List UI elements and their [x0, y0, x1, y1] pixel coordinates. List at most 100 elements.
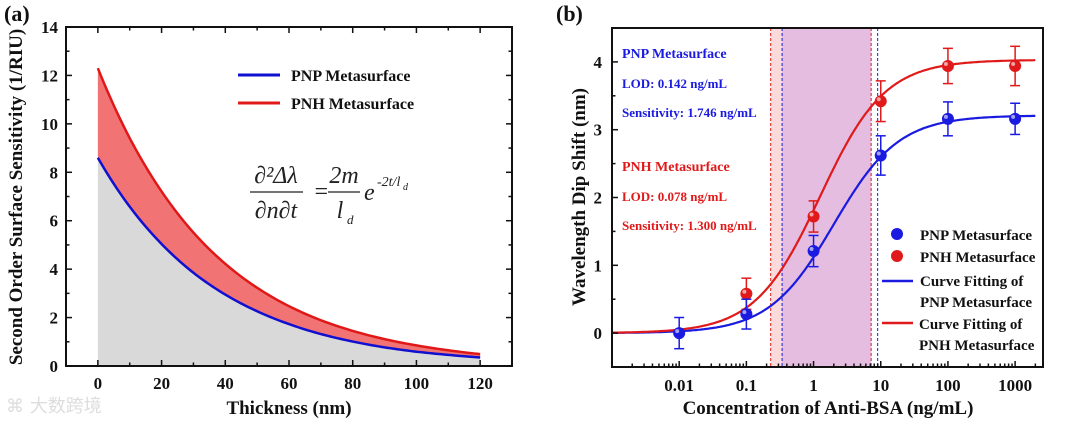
legend-label-pnp: PNP Metasurface	[291, 68, 411, 85]
annotation-pnh-lod: LOD: 0.078 ng/mL	[622, 189, 727, 204]
annotation-pnp: PNP Metasurface LOD: 0.142 ng/mL Sensiti…	[622, 47, 757, 120]
marker	[807, 210, 820, 223]
panel-b: (b) 0.01 0.1 1 10 100 1000 0 1 2 3 4 Concentration…	[556, 1, 1044, 419]
data-point-pnh	[807, 200, 820, 233]
y-tick-label-b: 0	[594, 324, 603, 343]
watermark-logo: ⌘ 大数跨境	[6, 396, 102, 417]
area-under-pnp	[97, 157, 481, 366]
marker-highlight	[742, 289, 747, 294]
marker-highlight	[675, 329, 680, 334]
x-tick-label-b: 10	[872, 376, 889, 395]
eq-exp-base: e	[364, 180, 375, 206]
eq-exponent: -2t/l	[377, 175, 400, 190]
annotation-pnh-title: PNH Metasurface	[622, 160, 730, 175]
annotation-pnp-title: PNP Metasurface	[622, 47, 727, 62]
data-point-pnh	[1009, 45, 1022, 87]
panel-b-label: (b)	[556, 1, 583, 26]
marker-highlight	[943, 61, 948, 66]
x-tick-label-a: 20	[153, 374, 170, 393]
y-tick-label-a: 10	[41, 115, 58, 134]
marker	[874, 95, 887, 108]
legend-label-pnh-fit-2: PNH Metasurface	[919, 338, 1035, 354]
data-point-pnp	[874, 135, 887, 176]
data-point-pnp	[740, 298, 753, 330]
eq-lhs-denominator: ∂n∂t	[255, 198, 299, 224]
marker	[1009, 59, 1022, 72]
equation: ∂²Δλ ∂n∂t = 2m l d e -2t/l d	[250, 163, 409, 227]
legend-b: PNP Metasurface PNH Metasurface Curve Fi…	[882, 228, 1036, 354]
annotation-pnp-lod: LOD: 0.142 ng/mL	[622, 76, 727, 91]
marker-highlight	[809, 212, 814, 217]
legend-label-pnh-fit-1: Curve Fitting of	[919, 317, 1023, 333]
data-point-pnh	[874, 80, 887, 123]
y-tick-label-a: 8	[50, 163, 59, 182]
legend-marker-pnp	[891, 228, 903, 240]
y-tick-label-a: 2	[50, 309, 59, 328]
marker-highlight	[1011, 61, 1016, 66]
y-tick-label-b: 1	[594, 256, 603, 275]
x-tick-label-b: 1	[809, 376, 818, 395]
eq-rhs-denominator: l	[337, 198, 344, 224]
x-tick-label-b: 100	[935, 376, 961, 395]
eq-rhs-den-sub: d	[347, 212, 354, 227]
legend-a: PNP Metasurface PNH Metasurface	[238, 68, 414, 113]
x-axis-label-a: Thickness (nm)	[226, 398, 351, 419]
x-tick-label-a: 100	[404, 374, 430, 393]
annotation-pnp-sensitivity: Sensitivity: 1.746 ng/mL	[622, 105, 757, 120]
legend-marker-pnh	[891, 250, 903, 262]
x-axis-label-b: Concentration of Anti-BSA (ng/mL)	[683, 398, 974, 419]
marker	[941, 59, 954, 72]
x-tick-label-a: 80	[344, 374, 361, 393]
y-axis-label-b: Wavelength Dip Shift (nm)	[569, 88, 590, 306]
annotation-pnh: PNH Metasurface LOD: 0.078 ng/mL Sensiti…	[622, 160, 757, 233]
marker	[1009, 112, 1022, 125]
y-tick-label-b: 3	[594, 121, 603, 140]
legend-label-pnp-fit-2: PNP Metasurface	[920, 295, 1032, 311]
y-tick-label-b: 4	[594, 53, 603, 72]
eq-exponent-sub: d	[403, 182, 409, 193]
y-tick-label-a: 4	[50, 260, 59, 279]
x-tick-label-b: 0.01	[664, 376, 694, 395]
x-tick-label-a: 60	[281, 374, 298, 393]
panel-a-label: (a)	[4, 1, 30, 26]
y-tick-label-b: 2	[594, 189, 603, 208]
marker	[941, 112, 954, 125]
legend-label-pnp-points: PNP Metasurface	[920, 228, 1032, 244]
eq-rhs-numerator: 2m	[329, 163, 358, 189]
line-pnp	[96, 157, 481, 359]
marker-highlight	[1011, 114, 1016, 119]
marker	[673, 327, 686, 340]
marker-highlight	[876, 97, 881, 102]
marker-highlight	[742, 310, 747, 315]
y-tick-label-a: 14	[41, 18, 59, 37]
data-point-pnh	[941, 47, 954, 85]
x-tick-label-b: 0.1	[736, 376, 757, 395]
y-tick-label-a: 12	[41, 66, 58, 85]
x-tick-label-a: 120	[467, 374, 493, 393]
data-point-pnp	[1009, 102, 1022, 136]
y-axis-label-a: Second Order Surface Sensitivity (1/RIU)	[6, 29, 27, 365]
y-tick-label-a: 0	[50, 357, 59, 376]
x-tick-label-a: 40	[217, 374, 234, 393]
x-tick-label-a: 0	[94, 374, 103, 393]
marker-highlight	[809, 247, 814, 252]
panel-a: (a) 0 20 40 60 80 100 120 0 2 4 6 8 10 12 14 Thickness…	[4, 1, 513, 419]
annotation-pnh-sensitivity: Sensitivity: 1.300 ng/mL	[622, 218, 757, 233]
marker-highlight	[876, 151, 881, 156]
overlap-range-shade	[782, 28, 872, 367]
y-tick-label-a: 6	[50, 212, 59, 231]
data-point-pnp	[673, 316, 686, 350]
eq-lhs-numerator: ∂²Δλ	[254, 163, 298, 189]
eq-equals: =	[313, 179, 329, 205]
legend-label-pnp-fit-1: Curve Fitting of	[920, 274, 1024, 290]
area-between-pnp-pnh	[97, 68, 481, 358]
data-point-pnp	[941, 101, 954, 137]
data-point-pnp	[807, 234, 820, 268]
legend-label-pnh: PNH Metasurface	[291, 96, 414, 113]
marker	[874, 149, 887, 162]
line-pnh	[96, 67, 481, 356]
marker	[740, 308, 753, 321]
x-tick-label-b: 1000	[998, 376, 1032, 395]
marker	[740, 287, 753, 300]
